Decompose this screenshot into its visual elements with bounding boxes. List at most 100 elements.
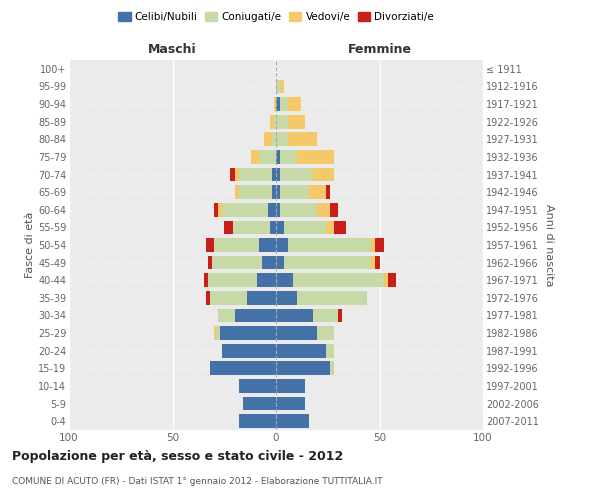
Bar [270, 115, 276, 128]
Bar [210, 291, 276, 304]
Bar [203, 274, 276, 287]
Bar [276, 344, 326, 358]
Bar [270, 115, 276, 128]
Bar [276, 308, 338, 322]
Bar [214, 238, 276, 252]
Bar [214, 238, 276, 252]
Bar [243, 396, 276, 410]
Bar [276, 414, 309, 428]
Bar [218, 203, 276, 216]
Bar [276, 344, 334, 358]
Bar [210, 291, 276, 304]
Bar [276, 326, 317, 340]
Bar [276, 396, 305, 410]
Bar [276, 186, 326, 199]
Bar [262, 256, 276, 270]
Bar [214, 326, 276, 340]
Bar [276, 132, 289, 146]
Bar [268, 203, 276, 216]
Bar [276, 238, 289, 252]
Bar [206, 238, 276, 252]
Bar [272, 132, 276, 146]
Bar [239, 379, 276, 393]
Bar [276, 80, 280, 94]
Bar [235, 308, 276, 322]
Bar [208, 256, 276, 270]
Bar [276, 291, 367, 304]
Bar [239, 379, 276, 393]
Bar [276, 291, 367, 304]
Bar [270, 220, 276, 234]
Bar [251, 150, 276, 164]
Bar [210, 362, 276, 375]
Bar [216, 326, 276, 340]
Bar [233, 220, 276, 234]
Text: Maschi: Maschi [148, 44, 197, 57]
Bar [276, 238, 383, 252]
Bar [235, 186, 276, 199]
Bar [276, 414, 309, 428]
Bar [276, 115, 305, 128]
Bar [210, 362, 276, 375]
Bar [276, 203, 317, 216]
Bar [276, 396, 305, 410]
Bar [243, 396, 276, 410]
Bar [218, 308, 276, 322]
Bar [239, 186, 276, 199]
Bar [272, 186, 276, 199]
Bar [276, 115, 289, 128]
Bar [276, 396, 305, 410]
Bar [259, 238, 276, 252]
Bar [276, 238, 376, 252]
Bar [210, 362, 276, 375]
Bar [276, 220, 334, 234]
Bar [276, 238, 371, 252]
Bar [276, 186, 330, 199]
Bar [276, 132, 317, 146]
Bar [239, 414, 276, 428]
Bar [276, 274, 383, 287]
Bar [276, 308, 313, 322]
Bar [276, 362, 334, 375]
Bar [276, 308, 338, 322]
Bar [276, 150, 280, 164]
Bar [276, 256, 284, 270]
Bar [222, 344, 276, 358]
Bar [218, 308, 276, 322]
Bar [276, 186, 309, 199]
Bar [276, 115, 305, 128]
Bar [276, 274, 388, 287]
Legend: Celibi/Nubili, Coniugati/e, Vedovi/e, Divorziati/e: Celibi/Nubili, Coniugati/e, Vedovi/e, Di… [114, 8, 438, 26]
Text: Femmine: Femmine [347, 44, 412, 57]
Y-axis label: Anni di nascita: Anni di nascita [544, 204, 554, 286]
Bar [276, 396, 305, 410]
Bar [276, 291, 367, 304]
Bar [243, 396, 276, 410]
Bar [276, 150, 334, 164]
Bar [276, 97, 289, 111]
Bar [274, 97, 276, 111]
Bar [235, 168, 276, 181]
Bar [276, 203, 280, 216]
Bar [233, 220, 276, 234]
Bar [276, 150, 334, 164]
Bar [276, 326, 334, 340]
Bar [257, 274, 276, 287]
Bar [276, 362, 334, 375]
Bar [276, 97, 280, 111]
Bar [218, 308, 276, 322]
Bar [276, 414, 309, 428]
Bar [276, 80, 284, 94]
Bar [274, 97, 276, 111]
Bar [276, 379, 305, 393]
Bar [276, 326, 334, 340]
Bar [251, 150, 276, 164]
Bar [222, 344, 276, 358]
Bar [259, 150, 276, 164]
Bar [276, 344, 334, 358]
Bar [220, 326, 276, 340]
Bar [235, 186, 276, 199]
Bar [263, 132, 276, 146]
Bar [239, 414, 276, 428]
Bar [276, 168, 334, 181]
